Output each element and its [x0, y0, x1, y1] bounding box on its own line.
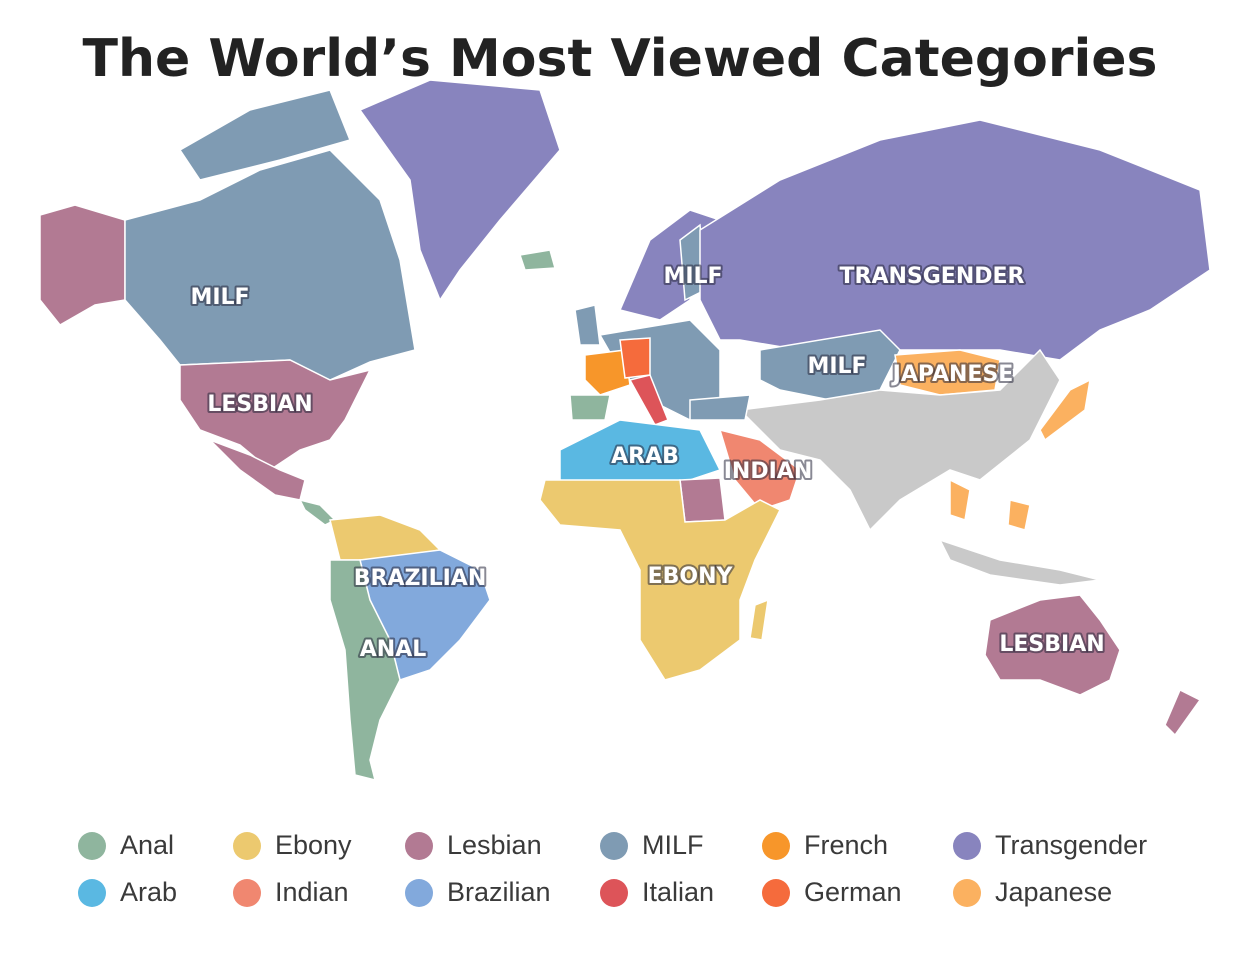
- map-label: MILF: [190, 285, 249, 310]
- country-region: [209, 439, 306, 501]
- country-region: [699, 119, 1211, 361]
- country-region: [738, 348, 1061, 532]
- legend-label: French: [804, 830, 888, 860]
- country-region: [179, 359, 372, 471]
- map-label: TRANSGENDER: [840, 264, 1025, 289]
- legend-label: Arab: [120, 877, 177, 907]
- country-region: [539, 479, 782, 681]
- legend-label: German: [804, 877, 902, 907]
- map-label: LESBIAN: [999, 632, 1104, 657]
- country-region: [329, 559, 401, 782]
- country-region: [124, 149, 416, 381]
- title: The World’s Most Viewed Categories: [82, 29, 1157, 89]
- country-region: [569, 394, 611, 421]
- legend-swatch: [762, 879, 790, 907]
- country-region: [178, 89, 352, 181]
- map-label: ANAL: [360, 637, 426, 662]
- map-label: MILF: [663, 264, 722, 289]
- legend-swatch: [233, 879, 261, 907]
- map-label: LESBIAN: [207, 392, 312, 417]
- country-region: [718, 428, 801, 511]
- country-region: [584, 349, 631, 396]
- map: [39, 79, 1211, 782]
- map-label: INDIAN: [724, 459, 812, 484]
- country-region: [984, 594, 1121, 696]
- legend: Anal Ebony Lesbian MILF French Transgender Ara…: [78, 830, 1147, 907]
- legend-label: Lesbian: [447, 830, 542, 860]
- country-region: [749, 598, 769, 641]
- legend-swatch: [953, 879, 981, 907]
- legend-label: Japanese: [995, 877, 1112, 907]
- country-region: [628, 374, 669, 426]
- country-region: [519, 249, 556, 271]
- country-region: [1164, 688, 1202, 737]
- legend-label: Anal: [120, 830, 174, 860]
- map-label: JAPANESE: [891, 362, 1014, 387]
- legend-swatch: [405, 879, 433, 907]
- legend-swatch: [762, 832, 790, 860]
- legend-swatch: [405, 832, 433, 860]
- country-region: [1007, 499, 1031, 531]
- legend-label: Indian: [275, 877, 349, 907]
- legend-label: Italian: [642, 877, 714, 907]
- legend-label: Brazilian: [447, 877, 551, 907]
- legend-swatch: [600, 879, 628, 907]
- legend-swatch: [78, 832, 106, 860]
- country-region: [1039, 378, 1091, 442]
- map-label: ARAB: [611, 444, 679, 469]
- country-region: [358, 79, 561, 302]
- legend-label: Transgender: [995, 830, 1147, 860]
- legend-label: Ebony: [275, 830, 352, 860]
- legend-swatch: [600, 832, 628, 860]
- country-region: [938, 538, 1101, 586]
- map-label: MILF: [807, 354, 866, 379]
- legend-swatch: [233, 832, 261, 860]
- country-region: [574, 304, 601, 346]
- map-labels: MILF LESBIAN MILF TRANSGENDER MILF JAPANESE AR…: [188, 262, 1106, 664]
- country-region: [39, 204, 126, 326]
- country-region: [679, 477, 726, 523]
- legend-swatch: [953, 832, 981, 860]
- country-region: [619, 337, 651, 379]
- map-label: EBONY: [648, 564, 734, 589]
- legend-label: MILF: [642, 830, 704, 860]
- legend-swatch: [78, 879, 106, 907]
- country-region: [689, 394, 751, 421]
- country-region: [949, 478, 971, 521]
- map-label: BRAZILIAN: [354, 566, 487, 591]
